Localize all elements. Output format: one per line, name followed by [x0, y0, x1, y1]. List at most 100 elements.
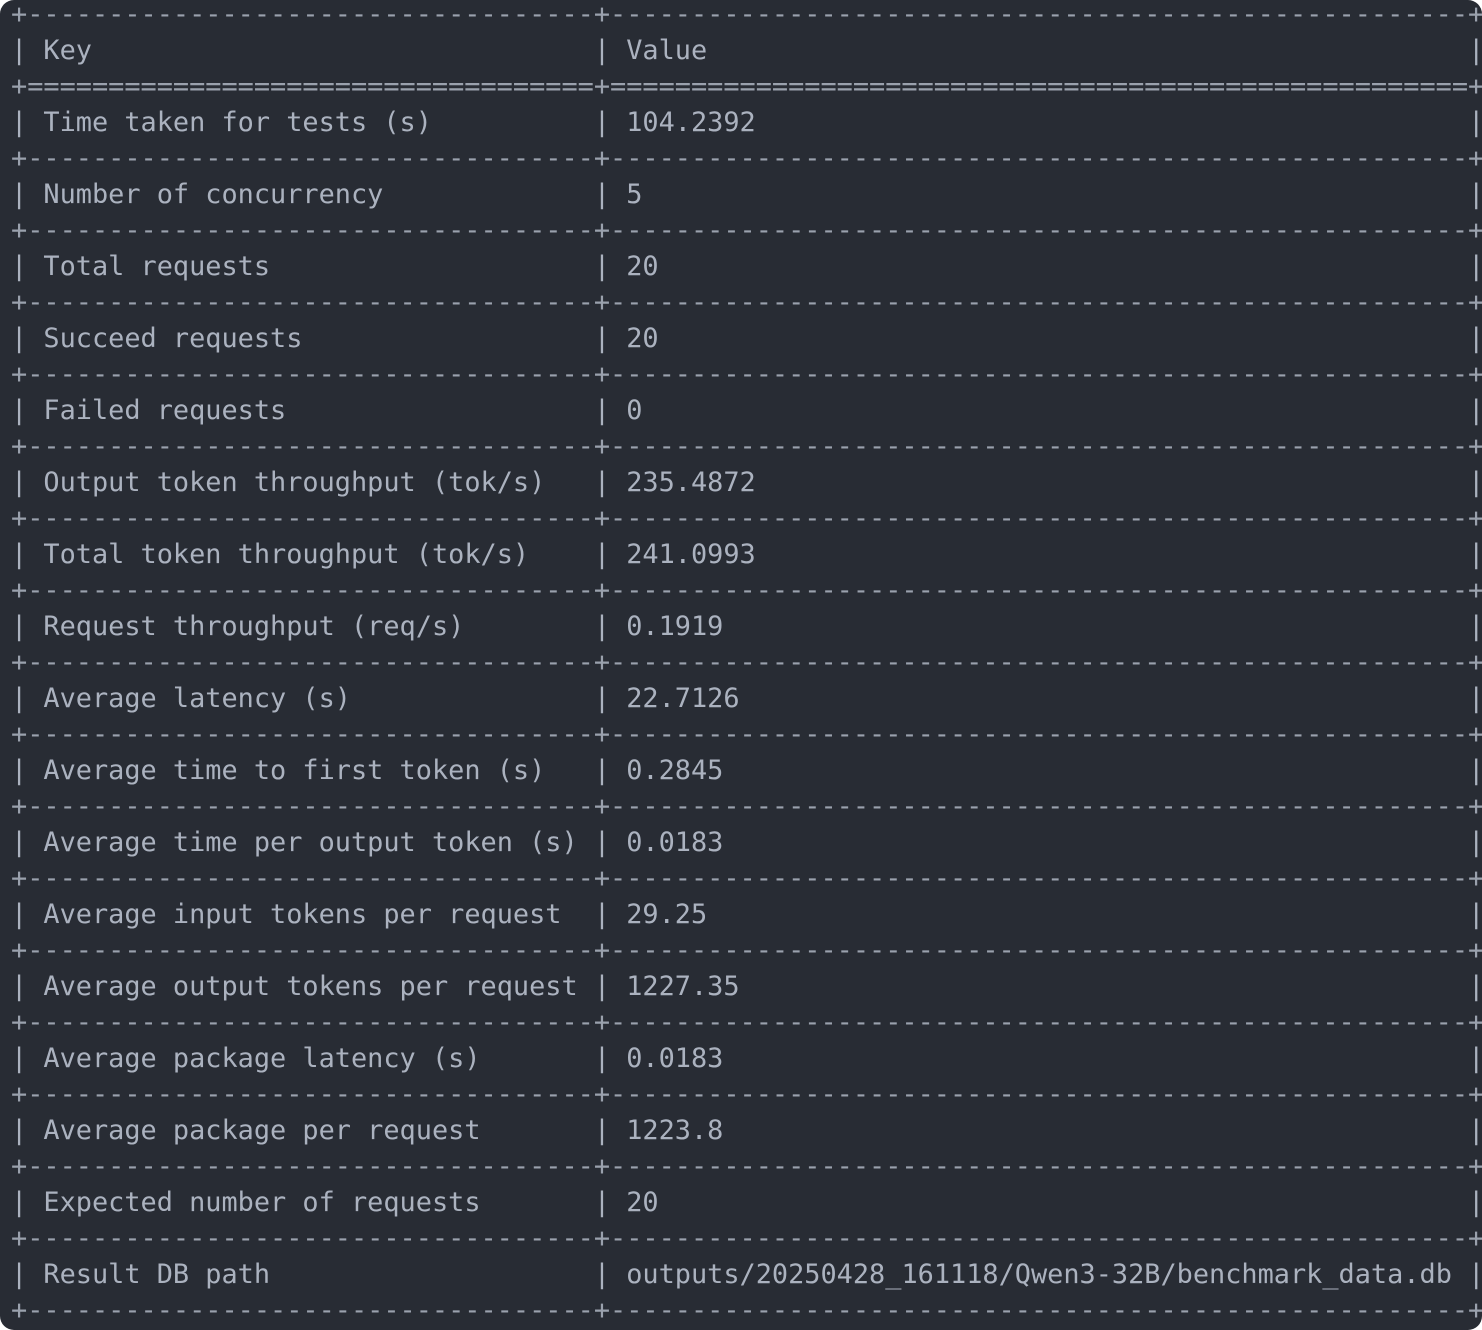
pad: |	[529, 539, 627, 570]
table-row: | Result DB path | outputs/20250428_1611…	[11, 1257, 1482, 1293]
row-separator: +-----------------------------------+---…	[11, 863, 1482, 894]
pad: |	[658, 1187, 1482, 1218]
pad: |	[739, 971, 1482, 1002]
value-cell: 20	[626, 251, 659, 282]
pad: |	[658, 323, 1482, 354]
row-separator: +-----------------------------------+---…	[11, 143, 1482, 174]
row-separator: +-----------------------------------+---…	[11, 0, 1482, 30]
row-separator: +-----------------------------------+---…	[11, 575, 1482, 606]
pipe: |	[11, 1259, 44, 1290]
key-cell: Request throughput (req/s)	[43, 611, 465, 642]
row-separator: +-----------------------------------+---…	[11, 1223, 1482, 1254]
value-cell: 241.0993	[626, 539, 756, 570]
value-cell: 1223.8	[626, 1115, 724, 1146]
row-separator: +-----------------------------------+---…	[11, 287, 1482, 318]
pad: |	[464, 611, 627, 642]
row-separator: +-----------------------------------+---…	[11, 431, 1482, 462]
table-row: | Average package per request | 1223.8 |	[11, 1113, 1482, 1149]
key-cell: Average package per request	[43, 1115, 481, 1146]
key-cell: Failed requests	[43, 395, 287, 426]
table-row: | Average input tokens per request | 29.…	[11, 897, 1482, 933]
value-cell: 0.0183	[626, 827, 724, 858]
pad: |	[1451, 1259, 1482, 1290]
pad: |	[642, 395, 1482, 426]
row-separator: +-----------------------------------+---…	[11, 719, 1482, 750]
pipe: |	[11, 1115, 44, 1146]
pad: |	[561, 899, 627, 930]
pipe: |	[11, 755, 44, 786]
row-separator: +-----------------------------------+---…	[11, 935, 1482, 966]
value-cell: outputs/20250428_161118/Qwen3-32B/benchm…	[626, 1259, 1452, 1290]
key-cell: Average input tokens per request	[43, 899, 562, 930]
row-separator: +-----------------------------------+---…	[11, 1151, 1482, 1182]
value-cell: 29.25	[626, 899, 708, 930]
value-cell: 0.0183	[626, 1043, 724, 1074]
pipe: |	[11, 899, 44, 930]
key-cell: Number of concurrency	[43, 179, 384, 210]
pad: |	[545, 467, 627, 498]
value-cell: 0.1919	[626, 611, 724, 642]
row-separator: +-----------------------------------+---…	[11, 1079, 1482, 1110]
pipe: |	[11, 323, 44, 354]
table-header: | Key | Value |	[11, 33, 1482, 69]
row-separator: +-----------------------------------+---…	[11, 215, 1482, 246]
row-separator: +-----------------------------------+---…	[11, 503, 1482, 534]
pipe: |	[11, 395, 44, 426]
value-cell: 0.2845	[626, 755, 724, 786]
table-row: | Average package latency (s) | 0.0183 |	[11, 1041, 1482, 1077]
pipe: |	[11, 539, 44, 570]
pipe: |	[11, 971, 44, 1002]
pad: |	[351, 683, 627, 714]
pad: |	[723, 1043, 1482, 1074]
row-separator: +-----------------------------------+---…	[11, 1007, 1482, 1038]
pad: |	[707, 35, 1482, 66]
value-cell: 5	[626, 179, 643, 210]
value-cell: 1227.35	[626, 971, 740, 1002]
key-cell: Output token throughput (tok/s)	[43, 467, 546, 498]
pad: |	[658, 251, 1482, 282]
key-cell: Average latency (s)	[43, 683, 351, 714]
table-row: | Total token throughput (tok/s) | 241.0…	[11, 537, 1482, 573]
pad: |	[723, 755, 1482, 786]
key-cell: Average output tokens per request	[43, 971, 578, 1002]
pad: |	[739, 683, 1482, 714]
pad: |	[270, 251, 627, 282]
pad: |	[723, 827, 1482, 858]
pipe: |	[11, 251, 44, 282]
table-row: | Time taken for tests (s) | 104.2392 |	[11, 105, 1482, 141]
key-cell: Key	[43, 35, 92, 66]
pipe: |	[11, 107, 44, 138]
table-row: | Total requests | 20 |	[11, 249, 1482, 285]
pad: |	[480, 1043, 627, 1074]
row-separator: +-----------------------------------+---…	[11, 647, 1482, 678]
table-row: | Average latency (s) | 22.7126 |	[11, 681, 1482, 717]
value-cell: 104.2392	[626, 107, 756, 138]
pad: |	[755, 539, 1482, 570]
table-row: | Average time per output token (s) | 0.…	[11, 825, 1482, 861]
key-cell: Average time per output token (s)	[43, 827, 578, 858]
key-cell: Average time to first token (s)	[43, 755, 546, 786]
pad: |	[755, 467, 1482, 498]
value-cell: 22.7126	[626, 683, 740, 714]
key-cell: Time taken for tests (s)	[43, 107, 432, 138]
pad: |	[480, 1115, 627, 1146]
pad: |	[755, 107, 1482, 138]
table-row: | Average time to first token (s) | 0.28…	[11, 753, 1482, 789]
pad: |	[642, 179, 1482, 210]
table-row: | Request throughput (req/s) | 0.1919 |	[11, 609, 1482, 645]
pipe: |	[11, 827, 44, 858]
pipe: |	[11, 35, 44, 66]
pad: |	[545, 755, 627, 786]
row-separator: +-----------------------------------+---…	[11, 791, 1482, 822]
results-table: +-----------------------------------+---…	[11, 0, 1482, 1329]
pad: |	[270, 1259, 627, 1290]
pad: |	[723, 611, 1482, 642]
pad: |	[577, 971, 627, 1002]
key-cell: Total requests	[43, 251, 271, 282]
table-row: | Succeed requests | 20 |	[11, 321, 1482, 357]
pad: |	[480, 1187, 627, 1218]
pipe: |	[11, 1187, 44, 1218]
pad: |	[431, 107, 627, 138]
table-row: | Average output tokens per request | 12…	[11, 969, 1482, 1005]
